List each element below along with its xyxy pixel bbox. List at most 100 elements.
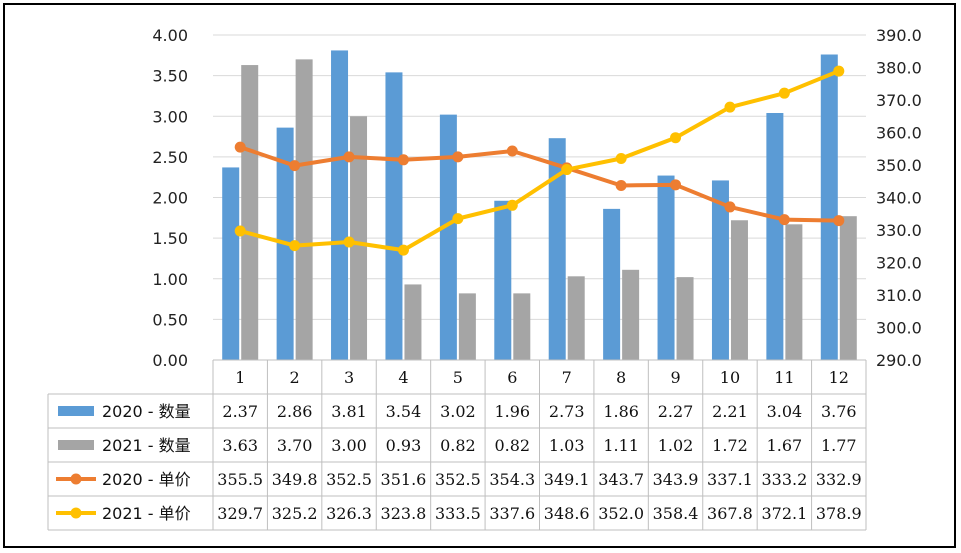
table-cell: 1.11 xyxy=(603,436,639,455)
right-axis-tick-label: 320.0 xyxy=(876,254,922,273)
category-label: 11 xyxy=(774,368,794,387)
left-axis-tick-label: 4.00 xyxy=(152,26,188,45)
category-label: 8 xyxy=(616,368,626,387)
table-cell: 2.86 xyxy=(277,402,313,421)
table-cell: 1.96 xyxy=(494,402,530,421)
legend-key-marker xyxy=(70,473,82,485)
bar-2020 xyxy=(439,114,457,360)
table-cell: 1.02 xyxy=(658,436,694,455)
table-cell: 329.7 xyxy=(217,504,263,523)
point-2020 xyxy=(778,214,790,226)
category-label: 4 xyxy=(398,368,408,387)
table-cell: 355.5 xyxy=(217,470,263,489)
table-cell: 2.73 xyxy=(549,402,585,421)
bar-2020 xyxy=(603,208,621,360)
category-label: 1 xyxy=(235,368,245,387)
point-2020 xyxy=(343,151,355,163)
category-label: 5 xyxy=(453,368,463,387)
table-cell: 343.7 xyxy=(598,470,644,489)
bar-2020 xyxy=(494,200,512,360)
right-axis-tick-label: 360.0 xyxy=(876,124,922,143)
table-cell: 354.3 xyxy=(489,470,535,489)
table-cell: 3.04 xyxy=(767,402,803,421)
category-label: 12 xyxy=(829,368,849,387)
table-cell: 351.6 xyxy=(381,470,427,489)
table-cell: 323.8 xyxy=(381,504,427,523)
bar-2020 xyxy=(548,138,566,360)
table-cell: 367.8 xyxy=(707,504,753,523)
table-cell: 352.0 xyxy=(598,504,644,523)
table-cell: 326.3 xyxy=(326,504,372,523)
table-cell: 3.63 xyxy=(222,436,258,455)
bar-2021 xyxy=(513,293,531,360)
point-2021 xyxy=(724,101,736,113)
table-cell: 0.82 xyxy=(494,436,530,455)
table-cell: 352.5 xyxy=(326,470,372,489)
category-label: 9 xyxy=(670,368,680,387)
bar-2021 xyxy=(458,293,476,360)
table-cell: 3.70 xyxy=(277,436,313,455)
left-axis-tick-label: 3.50 xyxy=(152,67,188,86)
table-cell: 2.37 xyxy=(222,402,258,421)
table-cell: 349.8 xyxy=(272,470,318,489)
point-2020 xyxy=(724,201,736,213)
table-cell: 348.6 xyxy=(544,504,590,523)
table-cell: 0.82 xyxy=(440,436,476,455)
right-axis-tick-label: 380.0 xyxy=(876,59,922,78)
table-cell: 337.6 xyxy=(489,504,535,523)
bar-2021 xyxy=(839,216,857,360)
left-axis-tick-label: 3.00 xyxy=(152,107,188,126)
point-2021 xyxy=(615,153,627,164)
table-cell: 1.67 xyxy=(767,436,803,455)
table-cell: 0.93 xyxy=(386,436,422,455)
table-cell: 3.02 xyxy=(440,402,476,421)
right-axis-tick-label: 370.0 xyxy=(876,91,922,110)
point-2020 xyxy=(833,215,845,227)
point-2020 xyxy=(506,145,518,157)
point-2020 xyxy=(234,141,246,153)
category-label: 2 xyxy=(290,368,300,387)
point-2020 xyxy=(289,160,301,172)
table-cell: 333.2 xyxy=(761,470,807,489)
table-cell: 358.4 xyxy=(653,504,699,523)
point-2020 xyxy=(615,179,627,191)
bar-2020 xyxy=(222,167,240,360)
bar-2021 xyxy=(785,224,803,360)
legend-key-2021-qty xyxy=(58,440,94,450)
left-axis-tick-label: 2.50 xyxy=(152,148,188,167)
left-axis-tick-label: 1.00 xyxy=(152,270,188,289)
right-axis-tick-label: 310.0 xyxy=(876,286,922,305)
bar-2021 xyxy=(567,276,585,360)
bar-2021 xyxy=(730,220,748,360)
right-axis-tick-label: 300.0 xyxy=(876,319,922,338)
table-cell: 2.27 xyxy=(658,402,694,421)
point-2021 xyxy=(833,65,845,77)
table-cell: 378.9 xyxy=(816,504,862,523)
point-2021 xyxy=(506,199,518,211)
point-2020 xyxy=(397,154,409,166)
category-label: 3 xyxy=(344,368,354,387)
table-cell: 333.5 xyxy=(435,504,481,523)
legend-label: 2021 - 单价 xyxy=(102,504,191,523)
bar-2021 xyxy=(622,269,640,360)
series-line-2021 xyxy=(239,69,840,253)
point-2021 xyxy=(289,240,301,252)
table-cell: 1.77 xyxy=(821,436,857,455)
table-cell: 1.72 xyxy=(712,436,748,455)
table-cell: 349.1 xyxy=(544,470,590,489)
table-cell: 3.54 xyxy=(386,402,422,421)
table-cell: 343.9 xyxy=(653,470,699,489)
point-2021 xyxy=(561,164,573,176)
table-cell: 372.1 xyxy=(761,504,807,523)
category-label: 10 xyxy=(720,368,740,387)
bar-2021 xyxy=(404,284,422,360)
bar-2020 xyxy=(820,54,838,360)
point-2020 xyxy=(452,151,464,163)
point-2021 xyxy=(778,87,790,99)
bar-2020 xyxy=(331,50,349,360)
bar-2021 xyxy=(350,116,368,360)
table-cell: 332.9 xyxy=(816,470,862,489)
table-cell: 337.1 xyxy=(707,470,753,489)
point-2020 xyxy=(670,179,682,191)
